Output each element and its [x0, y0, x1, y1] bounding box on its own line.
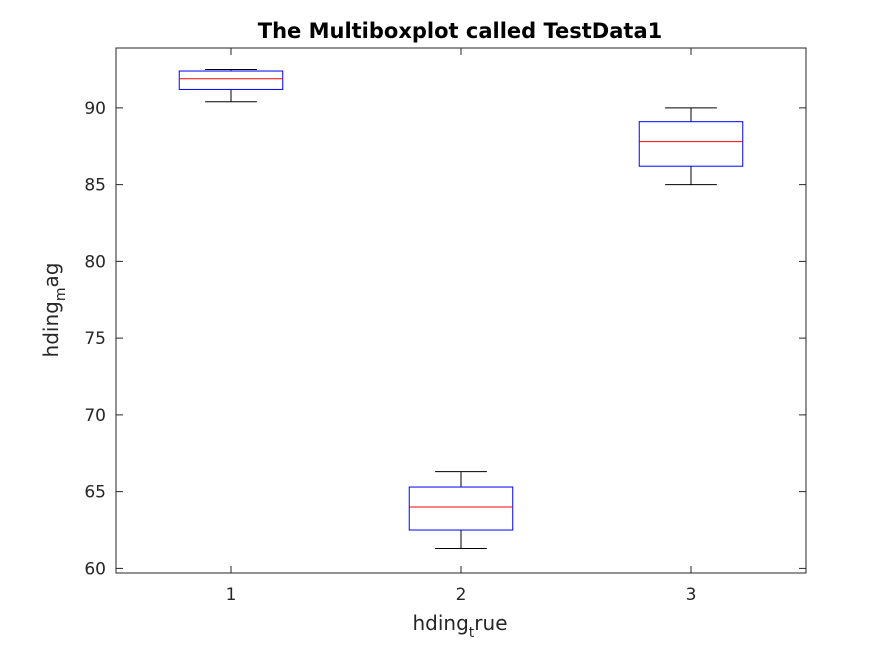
plot-area-frame: [115, 47, 807, 574]
box-category-1: [178, 68, 284, 103]
x-tick-label: 3: [686, 585, 697, 605]
y-tick-label: 90: [84, 99, 106, 119]
x-axis-label-base: hding: [412, 611, 468, 635]
x-axis-label: hdingtrue: [412, 611, 507, 641]
box-iqr: [408, 486, 514, 531]
y-tick-label: 70: [84, 406, 106, 426]
y-axis-label-rest: ag: [39, 263, 63, 288]
y-axis-label: hdingmag: [39, 263, 69, 358]
y-tick-label: 65: [84, 483, 106, 503]
y-axis-label-subscript: m: [53, 288, 69, 302]
y-axis-label-base: hding: [39, 301, 63, 357]
x-tick-label: 1: [226, 585, 237, 605]
y-tick-label: 80: [84, 252, 106, 272]
y-tick-label: 75: [84, 329, 106, 349]
box-iqr: [178, 70, 284, 90]
boxes-group: [178, 68, 744, 549]
box-category-2: [408, 471, 514, 549]
x-axis: 1 2 3: [226, 48, 697, 605]
x-tick-label: 2: [456, 585, 467, 605]
y-tick-label: 60: [84, 559, 106, 579]
x-axis-label-rest: rue: [474, 611, 507, 635]
box-iqr: [638, 121, 744, 167]
y-tick-label: 85: [84, 176, 106, 196]
box-category-3: [638, 107, 744, 186]
x-axis-label-subscript: t: [469, 625, 475, 641]
chart-title: The Multiboxplot called TestData1: [258, 19, 662, 43]
y-axis: 60 65 70 75 80 85 90: [84, 99, 806, 579]
